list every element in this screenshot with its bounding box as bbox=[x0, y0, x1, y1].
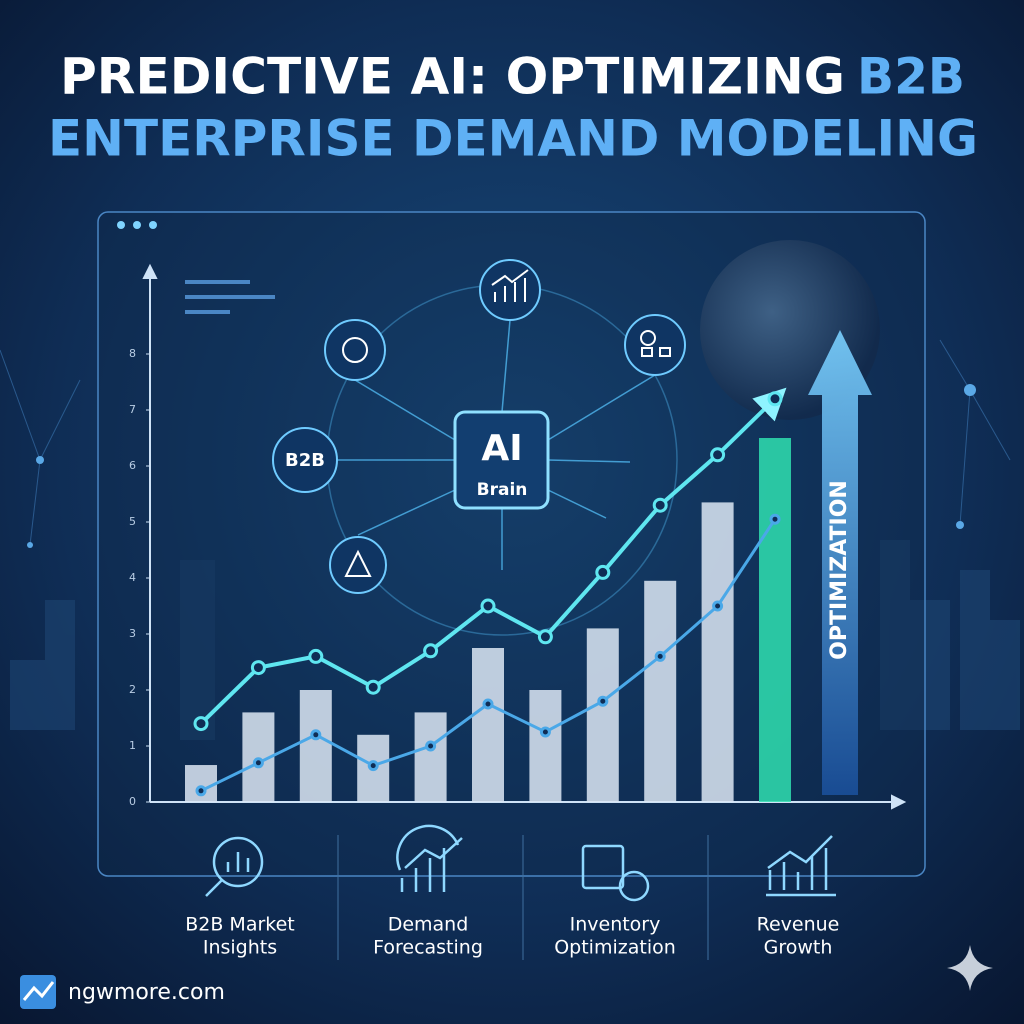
feature-label: Forecasting bbox=[373, 937, 483, 959]
chip-label: AI bbox=[481, 428, 522, 469]
site-name: ngwmore.com bbox=[68, 980, 225, 1005]
line-point bbox=[193, 716, 209, 732]
line-point bbox=[480, 598, 496, 614]
skyline bbox=[10, 540, 1020, 740]
sparkle bbox=[947, 945, 993, 991]
window-dots bbox=[117, 221, 157, 229]
bar bbox=[586, 628, 619, 802]
feature-label: Insights bbox=[203, 937, 277, 959]
bar bbox=[701, 502, 734, 802]
y-tick-label: 7 bbox=[129, 403, 136, 416]
line-point bbox=[597, 695, 609, 707]
line-point bbox=[252, 757, 264, 769]
line-point bbox=[710, 447, 726, 463]
line-point bbox=[482, 698, 494, 710]
optimization-arrow bbox=[808, 330, 872, 795]
y-tick-label: 4 bbox=[129, 571, 136, 584]
bar bbox=[759, 438, 791, 802]
line-point bbox=[769, 513, 781, 525]
hub-node bbox=[272, 259, 686, 594]
chart: 0 1 2 3 4 5 6 7 8 bbox=[129, 347, 791, 808]
bar bbox=[299, 690, 332, 802]
title-line: PREDICTIVE AI: OPTIMIZING bbox=[60, 48, 845, 106]
feature-label: Growth bbox=[764, 937, 833, 959]
arrow-label: OPTIMIZATION bbox=[827, 480, 852, 660]
feature-label: B2B Market bbox=[185, 914, 295, 936]
network bbox=[0, 339, 1011, 546]
line-point bbox=[537, 629, 553, 645]
chip-label: Brain bbox=[477, 480, 528, 500]
title-highlight: B2B bbox=[857, 48, 965, 106]
feature-label: Optimization bbox=[554, 937, 676, 959]
hub-icon bbox=[342, 269, 671, 577]
line-point bbox=[365, 679, 381, 695]
bar bbox=[472, 648, 504, 802]
line-point bbox=[654, 650, 666, 662]
feature-label: Inventory bbox=[570, 914, 661, 936]
y-tick-label: 1 bbox=[129, 739, 136, 752]
y-tick-label: 2 bbox=[129, 683, 136, 696]
line-point bbox=[539, 726, 551, 738]
line-point bbox=[195, 785, 207, 797]
bar bbox=[414, 712, 447, 802]
ai-chip bbox=[453, 410, 550, 510]
divider bbox=[337, 835, 709, 960]
logo-mark bbox=[22, 981, 55, 1001]
title-line: ENTERPRISE DEMAND MODELING bbox=[48, 110, 978, 168]
text-lines bbox=[185, 280, 275, 314]
node-label: B2B bbox=[285, 450, 325, 471]
feature-label: Revenue bbox=[757, 914, 840, 936]
y-tick-label: 8 bbox=[129, 347, 136, 360]
line-point bbox=[310, 729, 322, 741]
line-point bbox=[367, 760, 379, 772]
bar bbox=[529, 690, 562, 802]
line-point bbox=[308, 648, 324, 664]
line-point bbox=[250, 660, 266, 676]
line-point bbox=[712, 600, 724, 612]
y-tick-label: 6 bbox=[129, 459, 136, 472]
y-tick-label: 3 bbox=[129, 627, 136, 640]
network-node bbox=[27, 384, 976, 548]
feature-label: Demand bbox=[388, 914, 469, 936]
line-point bbox=[425, 740, 437, 752]
bar bbox=[644, 580, 677, 802]
line-point bbox=[423, 643, 439, 659]
feature-icon bbox=[205, 824, 836, 902]
y-tick-label: 0 bbox=[129, 795, 136, 808]
y-tick-label: 5 bbox=[129, 515, 136, 528]
line-point bbox=[595, 564, 611, 580]
bar bbox=[185, 765, 217, 802]
line-point bbox=[652, 497, 668, 513]
line-point bbox=[767, 391, 783, 407]
